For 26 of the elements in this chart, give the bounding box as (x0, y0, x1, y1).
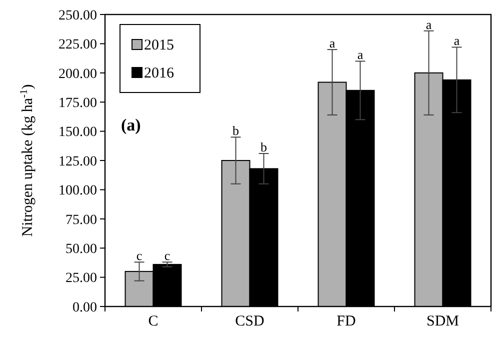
annotation: a (426, 16, 432, 32)
annotation: a (357, 47, 364, 62)
y-tick-label: 25.00 (66, 271, 97, 286)
x-tick-label: CSD (235, 314, 265, 330)
annotation: b (260, 139, 267, 154)
y-tick-label: 100.00 (58, 184, 97, 199)
y-tick-label: 125.00 (58, 154, 97, 170)
annotation: c (164, 248, 170, 264)
x-tick-label: SDM (426, 314, 460, 330)
annotation: b (232, 123, 240, 138)
y-tick-label: 150.00 (58, 125, 97, 140)
annotation: a (454, 33, 460, 48)
y-tick-label: 75.00 (66, 212, 97, 228)
y-tick-label: 175.00 (58, 96, 97, 111)
y-tick-label: 225.00 (58, 38, 97, 53)
annotation: a (329, 36, 336, 51)
x-tick-label: FD (336, 314, 356, 330)
y-tick-label: 250.00 (58, 8, 97, 24)
annotation: (a) (121, 116, 141, 134)
y-tick-label: 50.00 (66, 242, 97, 257)
annotation: c (136, 248, 142, 264)
y-tick-label: 200.00 (58, 66, 97, 82)
legend-label: 2016 (144, 66, 174, 82)
legend-label: 2015 (144, 38, 174, 54)
y-tick-label: 0.00 (72, 300, 97, 316)
x-tick-label: C (148, 314, 158, 330)
